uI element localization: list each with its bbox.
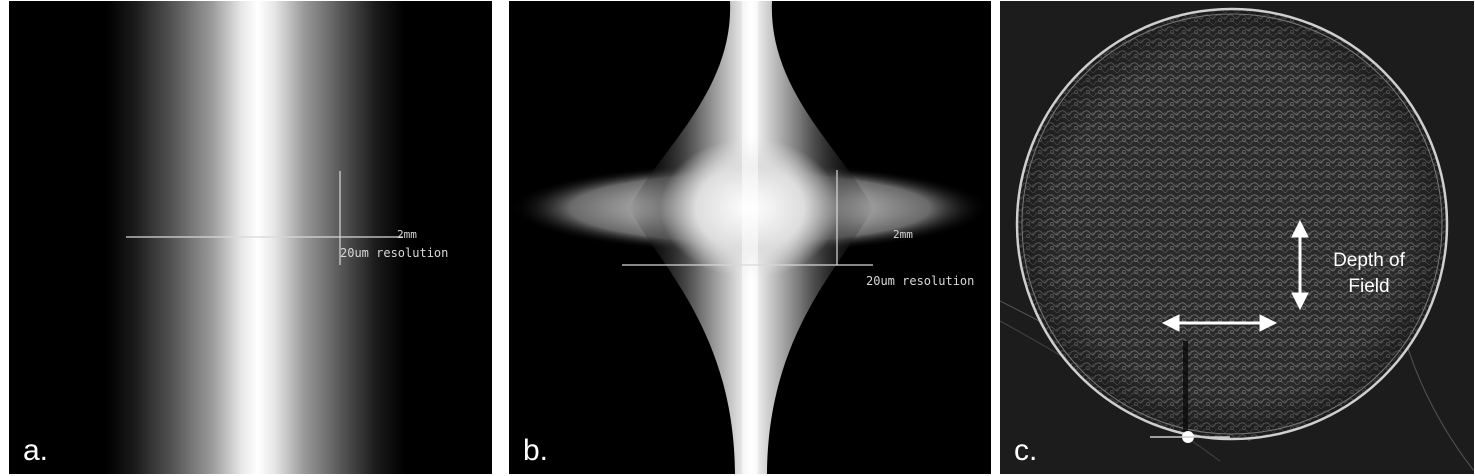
tomogram-image — [1000, 1, 1474, 474]
scale-label-2mm: 2mm — [397, 228, 417, 241]
beam-profile-b-image — [509, 1, 991, 474]
panel-letter-c: c. — [1014, 434, 1038, 467]
panel-b-beam-profile: 2mm 20um resolution b. — [509, 1, 991, 474]
panel-letter-b: b. — [523, 434, 549, 467]
resolution-label: 20um resolution — [866, 274, 975, 288]
depth-of-field-label-line2: Field — [1348, 276, 1390, 297]
depth-of-field-label: Depth of Field — [1314, 248, 1424, 300]
panel-letter-a: a. — [23, 434, 49, 467]
depth-of-field-horizontal-arrow — [1161, 314, 1278, 332]
panel-a-beam-profile: 2mm 20um resolution a. — [9, 1, 492, 474]
beam-profile-a-image — [9, 1, 492, 474]
depth-of-field-vertical-arrow — [1291, 219, 1309, 311]
panel-c-tomogram: Depth of Field c. — [1000, 1, 1474, 474]
scale-label-2mm: 2mm — [893, 228, 913, 241]
depth-of-field-label-line1: Depth of — [1333, 250, 1405, 271]
resolution-label: 20um resolution — [340, 246, 449, 260]
